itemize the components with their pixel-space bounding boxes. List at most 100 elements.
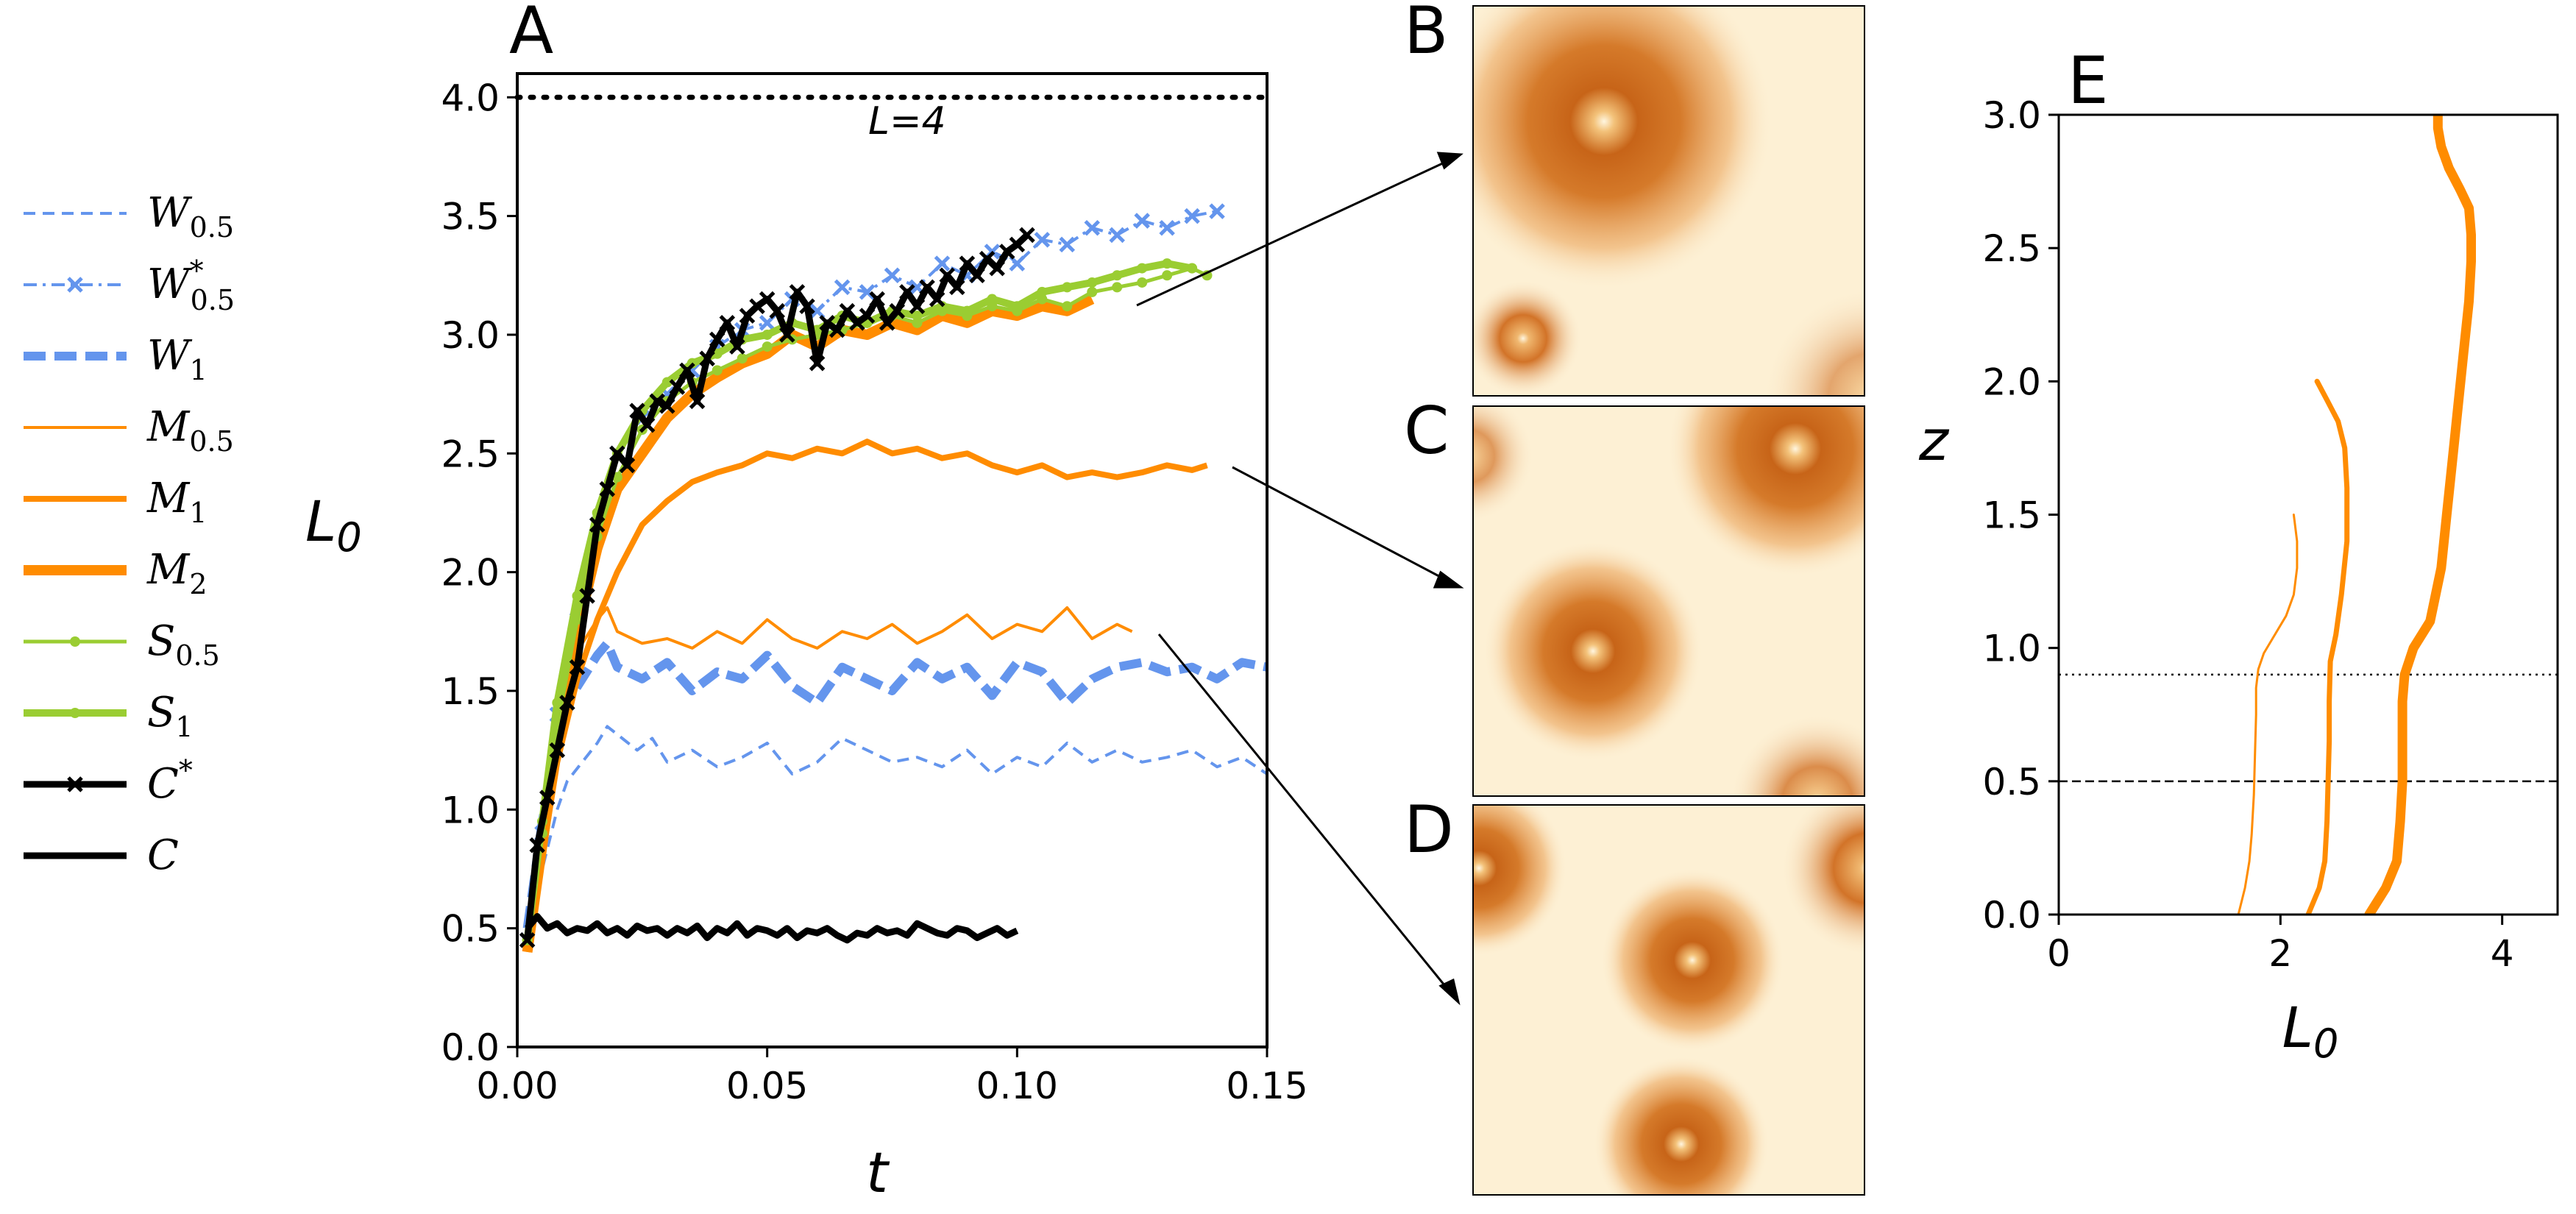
legend-label: C	[147, 831, 179, 879]
panel-a-ylabel-sub: 0	[336, 514, 361, 561]
point-c-star	[899, 284, 915, 300]
point-s1	[762, 329, 773, 340]
point-s05	[1162, 270, 1173, 281]
legend-label: M0.5	[146, 403, 234, 458]
legend-entry: W0.5	[24, 189, 234, 244]
panel-e-xlabel-sub: 0	[2313, 1020, 2338, 1067]
panel-d: D	[1404, 792, 1865, 1196]
panel-e-guides	[2059, 673, 2558, 783]
point-c-star	[699, 350, 715, 366]
point-c-star	[998, 244, 1015, 260]
point-s1	[661, 377, 673, 388]
series-line-s1	[523, 260, 1193, 941]
series-w05-star	[519, 203, 1225, 948]
point-c-star	[599, 480, 616, 497]
vortex-b2	[1473, 280, 1582, 396]
point-w05-star	[1109, 227, 1125, 244]
arrow-to-d	[1157, 633, 1461, 1006]
legend-label: C*	[147, 754, 193, 808]
point-w05-star	[1034, 232, 1051, 248]
series-w1	[522, 639, 1267, 929]
series-line-c	[525, 913, 1019, 944]
point-w05-star	[834, 279, 851, 296]
panel-e-xlabel: L0	[2282, 995, 2339, 1067]
legend-entry: C*	[24, 754, 193, 808]
y-tick-label: 4.0	[441, 77, 500, 119]
point-c-star	[769, 302, 786, 319]
point-w05-star	[934, 255, 951, 271]
legend-entry: M2	[24, 546, 207, 600]
point-c-star	[949, 279, 965, 296]
point-s1	[1087, 277, 1098, 288]
panel-d-label: D	[1404, 792, 1454, 867]
point-c-star	[639, 416, 656, 433]
point-s05	[1137, 277, 1148, 288]
panel-c-frame	[1472, 405, 1865, 797]
x-tick-label: 0.05	[726, 1065, 808, 1107]
point-c-star	[539, 789, 556, 806]
point-c-star	[529, 837, 545, 853]
legend-label: W0.5	[147, 189, 234, 244]
x-tick-label: 0.15	[1226, 1065, 1307, 1107]
e-x-tick-label: 2	[2268, 932, 2292, 975]
point-s05	[737, 353, 748, 364]
legend: W0.5 W* 0.5 W1 M0.5 M1 M2 S0.5 S1 C* C	[24, 189, 235, 879]
vortex-c2	[1483, 541, 1703, 762]
series-s05	[522, 263, 1213, 945]
y-tick-label: 3.0	[441, 314, 500, 357]
point-c-star	[709, 331, 725, 348]
point-c-star	[819, 315, 835, 331]
series-m2	[522, 294, 1095, 953]
point-c-star	[849, 315, 865, 331]
panel-b-image	[1473, 6, 1864, 396]
e-y-tick-label: 2.0	[1982, 361, 2041, 403]
legend-label: S0.5	[147, 617, 220, 672]
panel-d-frame	[1472, 804, 1865, 1196]
legend-marker	[67, 277, 83, 293]
point-s1	[552, 697, 563, 709]
e-x-tick-label: 4	[2491, 932, 2514, 975]
series-line-m2	[522, 294, 1095, 953]
point-c-star	[989, 260, 1005, 277]
point-c-star	[779, 327, 795, 343]
point-s1	[1137, 263, 1148, 274]
vortex-b3	[1762, 287, 1864, 396]
panel-b: B	[1404, 0, 1865, 397]
panel-a: A 0.00 0.05 0.10 0.15 0.0 0.5 1.0 1.5 2.0 2.5 3.0 3…	[305, 0, 1308, 1205]
legend-entry: S1	[24, 689, 194, 743]
point-c-star	[889, 302, 906, 319]
y-tick-label: 2.5	[441, 433, 500, 475]
series-w05	[525, 725, 1267, 941]
e-y-tick-label: 0.0	[1982, 894, 2041, 937]
legend-entry: W1	[24, 332, 207, 386]
vortex-d1	[1473, 805, 1567, 956]
profile-m2	[2364, 115, 2476, 915]
e-x-tick-label: 0	[2047, 932, 2071, 975]
point-s1	[1012, 301, 1023, 312]
panel-a-series	[519, 203, 1267, 953]
point-c-star	[569, 659, 586, 675]
vortex-d2	[1600, 868, 1784, 1052]
point-s1	[1037, 286, 1048, 297]
point-c-star	[909, 298, 926, 314]
point-c-star	[789, 284, 806, 300]
point-w05-star	[1084, 219, 1101, 236]
point-s1	[912, 310, 923, 322]
panel-e: E 0 2 40.00.51.01.52.02.53.0 L0 z	[1918, 43, 2559, 1067]
panel-a-label: A	[509, 0, 553, 68]
legend-marker	[70, 636, 80, 647]
y-tick-label: 1.5	[441, 670, 500, 713]
panel-c-image	[1473, 406, 1864, 796]
point-c-star	[559, 695, 575, 711]
point-c-star	[689, 393, 706, 410]
panel-e-ticks: 0 2 4 0.0 0.5 1.0 1.5 2.0 2.5 3.0	[1982, 94, 2513, 975]
point-s1	[1162, 258, 1173, 269]
panel-a-ylabel: L0	[305, 489, 362, 561]
point-s05	[1087, 286, 1098, 297]
profile-m05	[2237, 514, 2299, 915]
legend-label: S1	[147, 689, 194, 743]
hline-label: L=4	[868, 99, 946, 143]
point-w05-star	[1134, 213, 1150, 229]
series-line-w1	[522, 639, 1267, 929]
arrow-to-b	[1136, 152, 1463, 307]
